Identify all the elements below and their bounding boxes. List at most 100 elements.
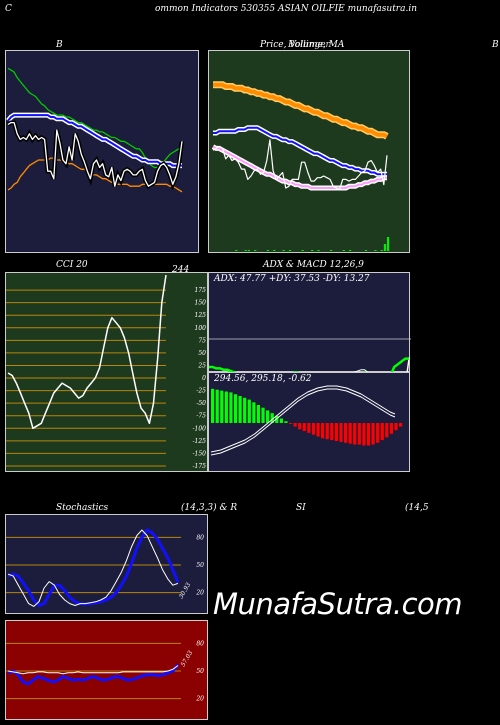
volume-bar [311,250,314,251]
macd-hist-bar [371,423,375,445]
price-series-3 [212,139,388,191]
tick-label: 50 [196,668,204,675]
chart-macd [210,385,403,456]
panel-macd [208,372,410,472]
volume-bar [380,250,383,251]
macd-hist-bar [394,423,398,431]
macd-hist-bar [288,423,293,424]
adx-line [209,357,409,373]
macd-hist-bar [229,392,233,423]
tick-label: -100 [193,425,207,432]
tick-label: 150 [195,300,207,307]
macd-hist-bar [238,396,242,423]
label-panel-adx: ADX & MACD 12,26,9 [263,260,364,270]
macd-hist-bar [252,402,256,423]
chart-price [211,81,390,251]
macd-hist-bar [334,423,339,441]
chart-rsi: 80 50 20 57.03 [6,640,204,703]
label-stoch: Stochastics [56,503,109,513]
tick-label: -50 [196,400,206,407]
volume-bar [330,250,333,251]
volume-bar [254,250,257,251]
volume-bar [364,250,368,251]
tick-label: 80 [196,640,204,647]
macd-signal [210,385,396,453]
price-series-2 [212,145,387,189]
macd-hist-bar [243,397,247,423]
volume-bar [301,250,304,251]
macd-hist-bar [266,410,270,423]
panel-stochastics: 80 50 20 30.93 [5,514,208,614]
price-series-2-halo [211,144,387,191]
cci-annotation: 244 [172,265,190,275]
panel-cci: 175 150 125 100 75 50 25 0 -25 -50 -75 -100 -125 -150… [5,272,208,472]
macd-hist-bar [376,423,380,443]
cci-line [7,274,167,430]
macd-hist-bar [357,423,361,445]
volume-bar [244,250,247,251]
adx-di [291,357,410,373]
label-right-edge: B [492,40,499,50]
label-panel-price-overlap: Bollinger [288,40,330,50]
macd-hist-bar [307,423,311,433]
macd-hist-bar [302,423,306,432]
rsi-line [7,663,180,686]
tick-label: -125 [193,438,207,445]
macd-hist-bar [321,423,325,439]
macd-hist-bar [298,423,302,430]
tick-label: -175 [193,463,207,470]
macd-hist-bar [279,418,283,423]
chart-cci: 175 150 125 100 75 50 25 0 -25 -50 -75 -100 -125 -150… [6,274,207,470]
panel-rsi: 80 50 20 57.03 [5,620,208,720]
label-stoch-right: (14,5 [405,503,429,513]
volume-bar [383,244,387,251]
macd-hist-bar [211,388,215,423]
tick-label: -25 [196,388,206,395]
label-stoch-params: (14,3,3) & R [181,503,238,513]
panel-price [208,50,410,253]
macd-hist-bar [348,423,352,444]
macd-line [210,388,396,456]
macd-hist-bar [380,423,384,441]
stoch-d [7,529,179,607]
volume-bar [266,250,269,251]
macd-hist-bar [330,423,334,441]
macd-hist-bar [339,423,343,442]
macd-hist-bar [261,407,265,423]
label-stoch-si: SI [296,503,306,513]
price-series-0 [213,82,388,139]
rsi-annotation: 57.03 [180,649,195,668]
macd-hist-bar [389,423,394,434]
label-panel-cci: CCI 20 [56,260,88,270]
macd-hist-bar [353,423,357,445]
title-left-letter: C [5,4,12,14]
rsi-signal [7,665,179,675]
volume-bar [342,250,345,251]
stoch-annotation: 30.93 [178,581,193,600]
macd-hist-bar [316,423,320,437]
macd-hist-bar [325,423,329,440]
chart-bands [6,67,185,193]
volume-bar [317,250,320,251]
tick-label: 175 [195,287,207,294]
band-series-1 [7,114,182,167]
tick-label: 100 [195,325,207,332]
macd-hist-bar [256,405,261,423]
macd-hist-bar [247,399,251,423]
macd-hist-bar [233,394,238,423]
macd-hist-bar [385,423,389,438]
panel-bands [5,50,199,253]
volume-bar [387,237,390,251]
title-text: ommon Indicators 530355 ASIAN OILFIE mun… [155,4,418,14]
tick-label: 0 [202,375,206,382]
macd-hist-bar [270,413,274,423]
tick-label: -75 [196,413,206,420]
tick-label: 20 [195,696,204,703]
volume-bar [288,250,292,251]
adx-values: ADX: 47.77 +DY: 37.53 -DY: 13.27 [214,274,370,284]
price-series-1-halo [213,125,387,177]
volume-bar [282,250,285,251]
macd-hist-bar [399,423,403,427]
macd-values: 294.56, 295.18, -0.62 [214,374,312,384]
